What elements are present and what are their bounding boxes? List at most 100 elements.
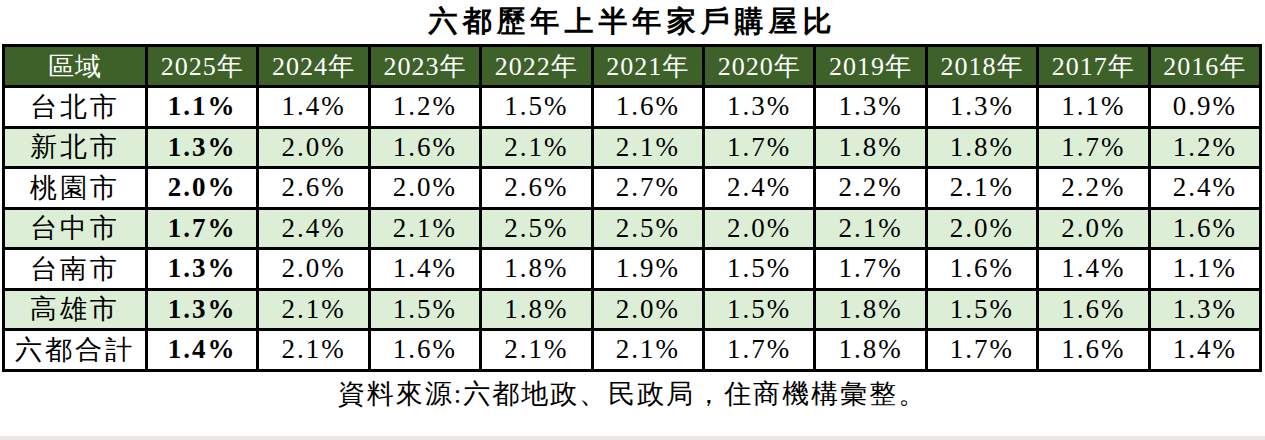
- value-cell: 1.8%: [481, 249, 592, 290]
- table-row: 台北市1.1%1.4%1.2%1.5%1.6%1.3%1.3%1.3%1.1%0…: [4, 87, 1261, 128]
- value-cell: 1.8%: [815, 330, 926, 371]
- table-row: 高雄市1.3%2.1%1.5%1.8%2.0%1.5%1.8%1.5%1.6%1…: [4, 289, 1261, 330]
- column-header-year: 2019年: [815, 46, 926, 87]
- page-title: 六都歷年上半年家戶購屋比: [0, 0, 1265, 44]
- region-cell: 台北市: [4, 87, 147, 128]
- value-cell: 2.1%: [258, 289, 369, 330]
- column-header-year: 2022年: [481, 46, 592, 87]
- region-cell: 高雄市: [4, 289, 147, 330]
- value-cell: 2.1%: [815, 208, 926, 249]
- value-cell: 1.4%: [258, 87, 369, 128]
- value-cell: 1.4%: [1149, 330, 1260, 371]
- column-header-year: 2016年: [1149, 46, 1260, 87]
- value-cell: 1.5%: [481, 87, 592, 128]
- value-cell: 1.9%: [592, 249, 703, 290]
- region-cell: 桃園市: [4, 168, 147, 209]
- column-header-year: 2018年: [926, 46, 1037, 87]
- value-cell: 2.1%: [481, 330, 592, 371]
- value-cell: 0.9%: [1149, 87, 1260, 128]
- value-cell: 1.7%: [815, 249, 926, 290]
- value-cell: 2.0%: [703, 208, 814, 249]
- column-header-year: 2024年: [258, 46, 369, 87]
- value-cell: 2.4%: [258, 208, 369, 249]
- value-cell: 2.2%: [815, 168, 926, 209]
- value-cell: 1.3%: [815, 87, 926, 128]
- value-cell: 2.0%: [369, 168, 480, 209]
- value-cell: 1.6%: [1149, 208, 1260, 249]
- column-header-year: 2023年: [369, 46, 480, 87]
- source-note: 資料來源:六都地政、民政局，住商機構彙整。: [0, 372, 1265, 416]
- household-home-purchase-ratio-page: 六都歷年上半年家戶購屋比 區域 2025年2024年2023年2022年2021…: [0, 0, 1265, 440]
- header-row: 區域 2025年2024年2023年2022年2021年2020年2019年20…: [4, 46, 1261, 87]
- value-cell: 1.8%: [815, 127, 926, 168]
- value-cell: 1.6%: [1038, 289, 1149, 330]
- value-cell: 1.6%: [369, 127, 480, 168]
- value-cell: 1.7%: [703, 330, 814, 371]
- value-cell: 1.4%: [1038, 249, 1149, 290]
- value-cell: 2.6%: [481, 168, 592, 209]
- value-cell: 2.2%: [1038, 168, 1149, 209]
- value-cell: 2.7%: [592, 168, 703, 209]
- value-cell: 2.5%: [592, 208, 703, 249]
- column-header-year: 2020年: [703, 46, 814, 87]
- value-cell: 1.6%: [926, 249, 1037, 290]
- value-cell: 1.1%: [147, 87, 258, 128]
- value-cell: 1.7%: [703, 127, 814, 168]
- value-cell: 2.4%: [703, 168, 814, 209]
- value-cell: 2.1%: [258, 330, 369, 371]
- value-cell: 1.3%: [147, 249, 258, 290]
- region-cell: 新北市: [4, 127, 147, 168]
- table-row: 台南市1.3%2.0%1.4%1.8%1.9%1.5%1.7%1.6%1.4%1…: [4, 249, 1261, 290]
- value-cell: 1.1%: [1149, 249, 1260, 290]
- value-cell: 1.4%: [369, 249, 480, 290]
- value-cell: 1.3%: [926, 87, 1037, 128]
- value-cell: 1.8%: [815, 289, 926, 330]
- value-cell: 2.0%: [1038, 208, 1149, 249]
- column-header-year: 2017年: [1038, 46, 1149, 87]
- value-cell: 1.7%: [1038, 127, 1149, 168]
- column-header-year: 2021年: [592, 46, 703, 87]
- value-cell: 1.3%: [1149, 289, 1260, 330]
- region-cell: 台中市: [4, 208, 147, 249]
- value-cell: 1.3%: [147, 127, 258, 168]
- value-cell: 1.1%: [1038, 87, 1149, 128]
- value-cell: 1.3%: [147, 289, 258, 330]
- value-cell: 1.2%: [1149, 127, 1260, 168]
- value-cell: 2.5%: [481, 208, 592, 249]
- table-row: 六都合計1.4%2.1%1.6%2.1%2.1%1.7%1.8%1.7%1.6%…: [4, 330, 1261, 371]
- value-cell: 2.1%: [592, 127, 703, 168]
- region-cell: 六都合計: [4, 330, 147, 371]
- bottom-edge-strip: [0, 436, 1265, 440]
- value-cell: 1.6%: [369, 330, 480, 371]
- value-cell: 1.8%: [926, 127, 1037, 168]
- column-header-region: 區域: [4, 46, 147, 87]
- value-cell: 1.5%: [703, 249, 814, 290]
- value-cell: 2.0%: [258, 127, 369, 168]
- value-cell: 1.5%: [369, 289, 480, 330]
- table-body: 台北市1.1%1.4%1.2%1.5%1.6%1.3%1.3%1.3%1.1%0…: [4, 87, 1261, 371]
- value-cell: 1.3%: [703, 87, 814, 128]
- value-cell: 1.6%: [592, 87, 703, 128]
- value-cell: 2.1%: [481, 127, 592, 168]
- value-cell: 1.4%: [147, 330, 258, 371]
- table-row: 台中市1.7%2.4%2.1%2.5%2.5%2.0%2.1%2.0%2.0%1…: [4, 208, 1261, 249]
- value-cell: 1.5%: [926, 289, 1037, 330]
- value-cell: 1.8%: [481, 289, 592, 330]
- value-cell: 2.1%: [926, 168, 1037, 209]
- value-cell: 2.0%: [258, 249, 369, 290]
- household-purchase-ratio-table: 區域 2025年2024年2023年2022年2021年2020年2019年20…: [2, 44, 1262, 372]
- value-cell: 2.6%: [258, 168, 369, 209]
- value-cell: 2.1%: [369, 208, 480, 249]
- value-cell: 2.1%: [592, 330, 703, 371]
- value-cell: 2.0%: [926, 208, 1037, 249]
- value-cell: 1.5%: [703, 289, 814, 330]
- table-row: 桃園市2.0%2.6%2.0%2.6%2.7%2.4%2.2%2.1%2.2%2…: [4, 168, 1261, 209]
- column-header-year: 2025年: [147, 46, 258, 87]
- value-cell: 1.7%: [926, 330, 1037, 371]
- value-cell: 1.7%: [147, 208, 258, 249]
- value-cell: 2.4%: [1149, 168, 1260, 209]
- value-cell: 1.2%: [369, 87, 480, 128]
- region-cell: 台南市: [4, 249, 147, 290]
- value-cell: 1.6%: [1038, 330, 1149, 371]
- value-cell: 2.0%: [592, 289, 703, 330]
